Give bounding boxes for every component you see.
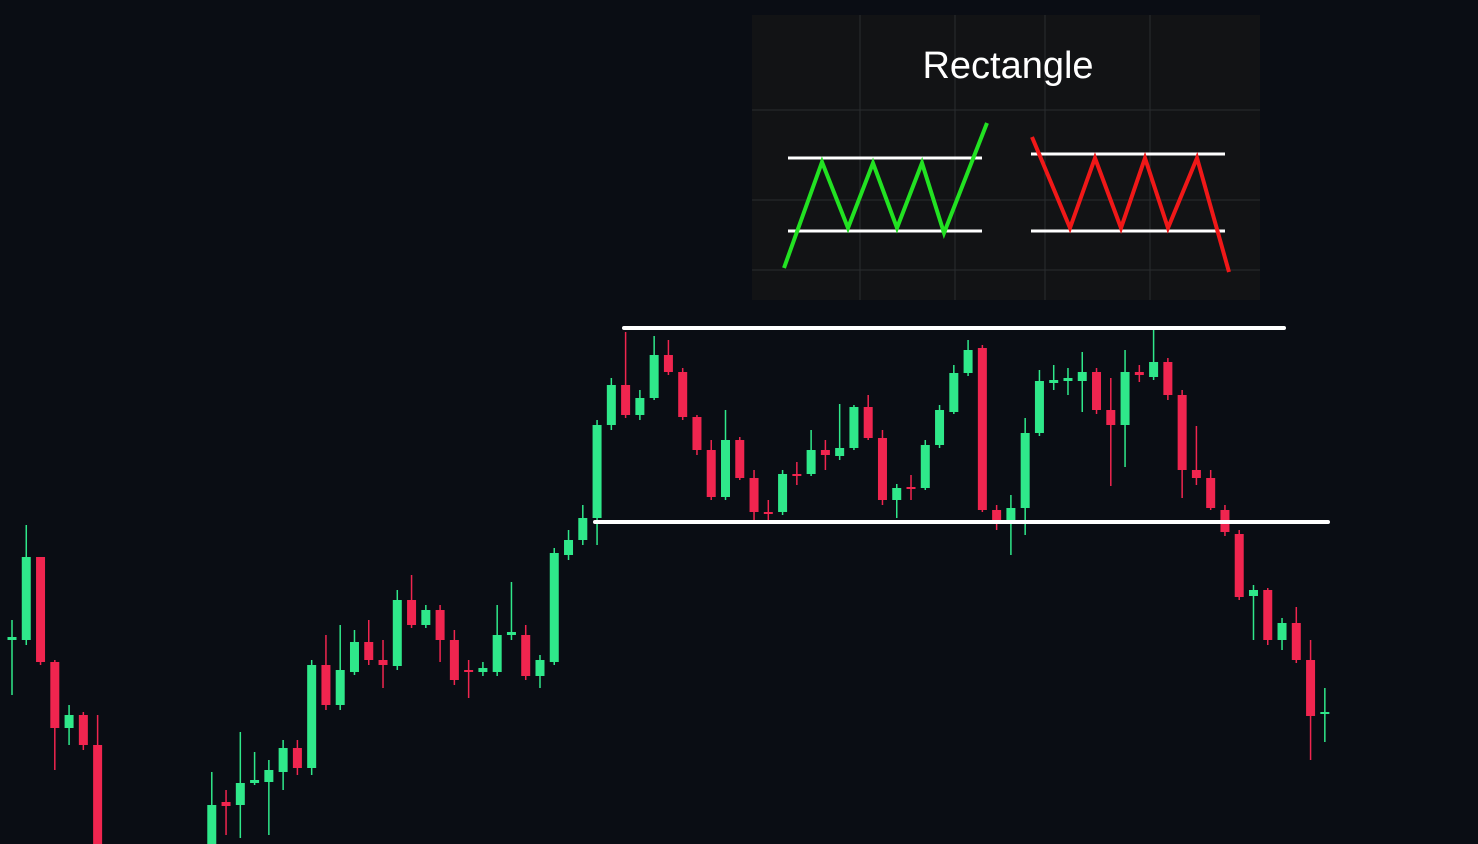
candle-body: [235, 783, 245, 805]
candle-body: [1163, 362, 1173, 395]
candle-body: [307, 665, 317, 768]
candle-body: [506, 632, 516, 635]
pattern-inset: Rectangle: [752, 15, 1260, 300]
candle-body: [1177, 395, 1187, 470]
candle-body: [1092, 372, 1102, 410]
candle-body: [721, 440, 730, 497]
candle-body: [877, 438, 887, 500]
candle-body: [521, 635, 531, 676]
candle-body: [1149, 362, 1159, 377]
candle-body: [64, 715, 74, 728]
inset-bounds: [788, 152, 1225, 233]
candle-body: [863, 407, 873, 438]
candle-body: [78, 715, 88, 745]
candle-body: [606, 385, 616, 425]
candle-body: [663, 355, 673, 372]
candle-body: [992, 510, 1002, 520]
candle-body: [1106, 410, 1116, 425]
candle-body: [977, 348, 987, 510]
candle-body: [906, 487, 916, 489]
candle-body: [1120, 372, 1130, 425]
candle-body: [1077, 372, 1087, 381]
candle-body: [1134, 372, 1144, 375]
candle-body: [949, 373, 959, 412]
candle-body: [778, 474, 788, 512]
candle-body: [1191, 470, 1201, 478]
candle-body: [892, 488, 902, 500]
candle-body: [806, 450, 816, 474]
candle-body: [678, 372, 688, 417]
candle-body: [36, 557, 46, 662]
candle-body: [50, 662, 60, 728]
candle-body: [578, 518, 588, 540]
candle-body: [221, 802, 231, 806]
candle-body: [635, 398, 645, 415]
candle-body: [93, 745, 103, 844]
candle-body: [492, 635, 502, 672]
candle-body: [935, 410, 945, 445]
candle-body: [820, 450, 830, 455]
candle-body: [1248, 590, 1258, 596]
candle-body: [464, 670, 474, 672]
candle-body: [250, 780, 260, 783]
candle-body: [849, 407, 859, 448]
candle-body: [692, 417, 702, 450]
inset-title: Rectangle: [922, 45, 1093, 87]
candle-body: [335, 670, 345, 705]
candle-body: [449, 640, 459, 680]
candle-body: [792, 474, 802, 476]
bearish-zigzag: [1030, 136, 1231, 273]
candle-body: [706, 450, 716, 497]
candle-body: [549, 553, 559, 662]
candle-body: [763, 512, 773, 514]
candle-body: [1034, 381, 1044, 433]
candle-body: [1063, 378, 1073, 381]
bullish-zigzag: [782, 122, 989, 269]
candle-body: [1020, 433, 1030, 508]
candle-body: [421, 610, 431, 625]
candle-body: [1291, 623, 1301, 660]
candle-body: [1234, 534, 1244, 597]
candle-body: [735, 440, 745, 478]
candle-body: [1206, 478, 1216, 508]
candle-body: [207, 805, 217, 844]
candle-body: [21, 557, 31, 640]
candle-body: [621, 385, 631, 415]
candle-body: [1049, 380, 1059, 383]
candle-body: [1006, 508, 1016, 520]
candle-body: [364, 642, 374, 660]
candle-body: [963, 350, 973, 373]
candle-body: [478, 668, 488, 672]
candle-body: [749, 478, 759, 512]
candle-body: [349, 642, 359, 672]
candle-body: [278, 748, 288, 772]
candle-body: [407, 600, 417, 625]
candle-body: [564, 540, 574, 555]
candle-body: [264, 770, 274, 782]
candle-body: [321, 665, 331, 705]
candle-body: [392, 600, 402, 666]
candle-body: [649, 355, 659, 398]
candle-body: [835, 448, 845, 456]
candle-body: [920, 445, 930, 488]
candle-body: [7, 637, 17, 640]
candle-body: [435, 610, 445, 640]
candle-body: [592, 425, 602, 518]
candle-body: [535, 660, 545, 676]
candle-body: [378, 660, 388, 665]
candle-body: [1277, 623, 1287, 640]
candle-body: [292, 748, 302, 768]
candle-body: [1306, 660, 1316, 716]
candle-body: [1320, 712, 1330, 714]
candle-body: [1263, 590, 1273, 640]
